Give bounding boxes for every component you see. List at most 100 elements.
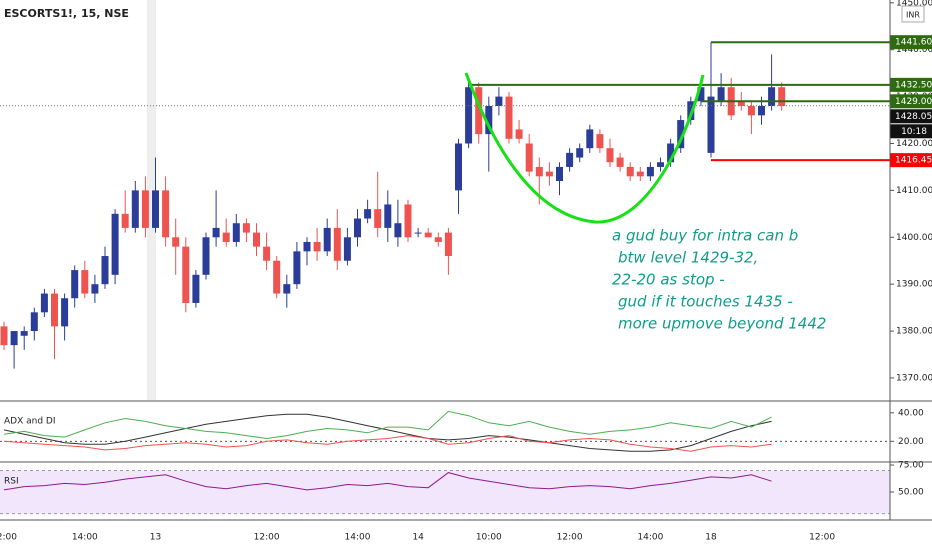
x-tick-label: 12:00: [557, 533, 583, 543]
candle-body: [566, 152, 574, 167]
candle-body: [616, 157, 624, 167]
candle-body: [475, 87, 483, 135]
candle-body: [667, 143, 675, 163]
candle-body: [10, 331, 18, 346]
y-tick-label: 75.00: [898, 461, 924, 471]
price-badge: [890, 94, 932, 109]
indicator-line: [3, 410, 772, 440]
candle-body: [172, 237, 180, 247]
x-tick-label: 12:00: [0, 533, 17, 543]
candle-body: [374, 209, 382, 228]
price-badge: [890, 77, 932, 92]
indicator-line: [3, 435, 772, 452]
y-tick-label: 1370.00: [896, 373, 932, 383]
y-tick-label: 1390.00: [896, 280, 932, 290]
candle-body: [636, 171, 644, 177]
candle-body: [222, 232, 230, 242]
candle-body: [162, 190, 170, 238]
candle-body: [495, 96, 503, 106]
candle-body: [263, 246, 271, 261]
candle-body: [40, 293, 48, 313]
y-tick-label: 1400.00: [896, 233, 932, 243]
last-price-label: 1428.05: [895, 112, 932, 122]
candle-body: [434, 237, 442, 242]
candle-body: [778, 87, 786, 106]
x-tick-label: 14:00: [72, 533, 98, 543]
annotation-line: a gud buy for intra can b: [612, 227, 798, 245]
price-badge-label: 1416.45: [895, 156, 932, 166]
candle-body: [465, 87, 473, 144]
candle-body: [717, 87, 725, 102]
currency-box: [901, 5, 925, 23]
countdown-label: 10:18: [901, 127, 927, 137]
candle-body: [646, 166, 654, 177]
currency: INR: [906, 11, 920, 20]
candle-body: [20, 331, 28, 336]
y-tick-label: 1440.00: [896, 45, 932, 55]
candle-body: [242, 223, 250, 233]
candle-body: [556, 166, 563, 182]
price-badge-label: 1429.00: [895, 97, 932, 107]
candle-body: [758, 105, 765, 116]
annotation-line: more upmove beyond 1442: [618, 315, 826, 333]
candle-body: [455, 143, 462, 191]
x-tick-label: 12:00: [254, 533, 280, 543]
x-tick-label: 12:00: [809, 533, 835, 543]
x-tick-label: 13: [150, 533, 161, 543]
candle-body: [364, 209, 372, 219]
candle-body: [747, 105, 755, 116]
y-tick-label: 50.00: [898, 488, 924, 498]
candle-body: [303, 241, 311, 252]
candle-body: [606, 148, 614, 163]
candle-body: [111, 213, 119, 275]
x-tick-label: 18: [705, 533, 717, 543]
price-badge-label: 1432.50: [895, 80, 932, 90]
candle-body: [152, 190, 159, 228]
candle-body: [687, 101, 695, 121]
y-tick-label: 1410.00: [896, 186, 932, 196]
candle-body: [444, 232, 452, 257]
pane-title: ADX and DI: [4, 417, 56, 427]
x-tick-label: 14: [412, 533, 424, 543]
candle-body: [545, 171, 553, 177]
price-badge: [890, 35, 932, 50]
candle-body: [51, 293, 58, 327]
candle-body: [141, 190, 149, 228]
candle-body: [626, 166, 634, 177]
price-badge-label: 1441.60: [895, 38, 932, 48]
price-badge: [890, 153, 932, 168]
x-tick-label: 14:00: [345, 533, 371, 543]
candle-body: [343, 237, 351, 261]
candle-body: [535, 166, 543, 177]
indicator-line: [3, 472, 772, 491]
candle-body: [81, 270, 89, 294]
y-tick-label: 20.00: [898, 437, 924, 447]
cup-drawing: [464, 72, 705, 224]
candle-body: [354, 218, 361, 238]
candle-body: [525, 143, 533, 172]
candle-body: [212, 227, 220, 238]
candle-body: [677, 120, 685, 149]
candle-body: [404, 204, 412, 238]
candle-body: [30, 312, 38, 332]
candle-body: [253, 232, 260, 247]
candle-body: [192, 274, 200, 303]
candle-body: [273, 260, 281, 294]
y-tick-label: 1420.00: [896, 139, 932, 149]
pane-title: RSI: [4, 477, 19, 487]
session-highlight: [147, 0, 156, 400]
candle-body: [182, 246, 190, 303]
candle-body: [394, 223, 402, 238]
candle-body: [505, 96, 513, 139]
last-price-badge: [890, 109, 932, 124]
candle-body: [91, 284, 99, 294]
candle-body: [283, 284, 291, 294]
candle-body: [323, 227, 331, 252]
candle-body: [333, 227, 341, 261]
candle-body: [768, 87, 776, 106]
candle-body: [586, 129, 594, 149]
annotation-line: btw level 1429-32,: [618, 249, 758, 267]
y-tick-label: 1450.00: [896, 0, 932, 8]
annotation-line: 22-20 as stop -: [612, 271, 725, 289]
